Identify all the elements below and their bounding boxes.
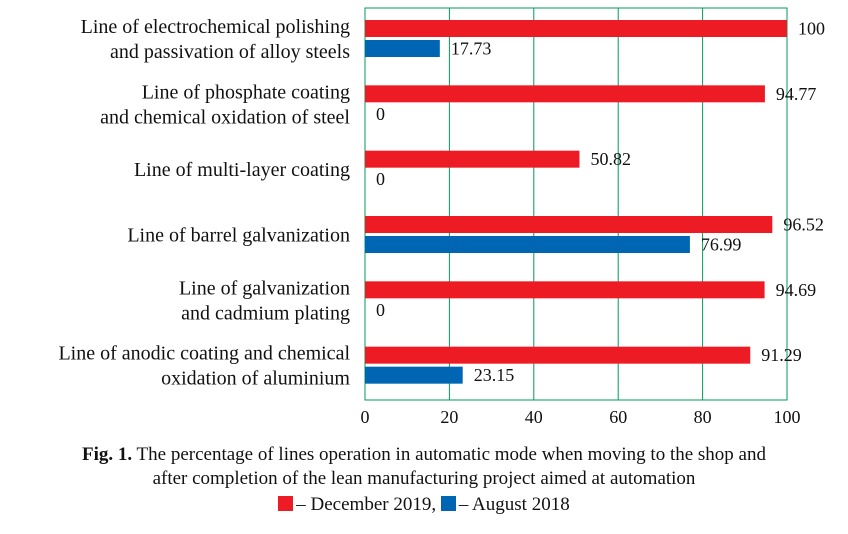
legend-label-august-2018: – August 2018 [458,494,570,515]
bar [365,281,765,299]
category-label: Line of barrel galvanization [127,225,350,247]
x-tick-label: 100 [774,407,801,427]
data-label: 94.69 [776,280,817,300]
category-label: and passivation of alloy steels [110,41,350,63]
figure-caption: Fig. 1. The percentage of lines operatio… [0,443,848,491]
data-label: 91.29 [761,345,802,365]
legend-swatch-august-2018 [440,496,456,511]
plot-frame [364,7,788,401]
caption-line-2: after completion of the lean manufacturi… [152,468,696,489]
category-label: and chemical oxidation of steel [100,106,350,128]
data-label: 76.99 [701,235,742,255]
bar [365,40,440,57]
bar [365,236,690,253]
category-label: Line of multi-layer coating [134,159,350,181]
category-label: Line of electrochemical polishing [81,16,350,38]
category-label: Line of anodic coating and chemical [58,343,350,365]
legend-swatch-december-2019 [278,496,294,511]
caption-prefix: Fig. 1. [81,444,133,465]
x-tick-label: 20 [440,407,458,427]
bar [365,85,765,103]
bar [365,346,751,364]
data-label: 96.52 [783,215,824,235]
data-label: 0 [376,300,385,320]
bar-chart: 0 20 40 60 80 100 100 17.73 Line of electrochemi… [58,7,825,427]
bar [365,150,580,168]
data-label: 94.77 [776,84,817,104]
data-label: 50.82 [590,149,631,169]
category-label: Line of phosphate coating [142,81,350,103]
bar [365,216,773,233]
data-label: 100 [798,19,825,39]
data-label: 23.15 [474,365,515,385]
x-tick-label: 60 [609,407,627,427]
category-label: and cadmium plating [181,302,350,324]
bar [365,20,787,37]
legend: – December 2019, – August 2018 [0,493,848,517]
x-tick-label: 0 [361,407,370,427]
legend-label-december-2019: – December 2019, [296,494,437,515]
caption-line-1: The percentage of lines operation in aut… [132,444,766,465]
x-tick-label: 80 [694,407,712,427]
category-label: oxidation of aluminium [161,368,350,390]
data-label: 0 [376,169,385,189]
x-tick-label: 40 [525,407,543,427]
bar [365,366,463,384]
data-label: 0 [376,104,385,124]
data-label: 17.73 [451,39,492,59]
category-label: Line of galvanization [179,277,350,299]
